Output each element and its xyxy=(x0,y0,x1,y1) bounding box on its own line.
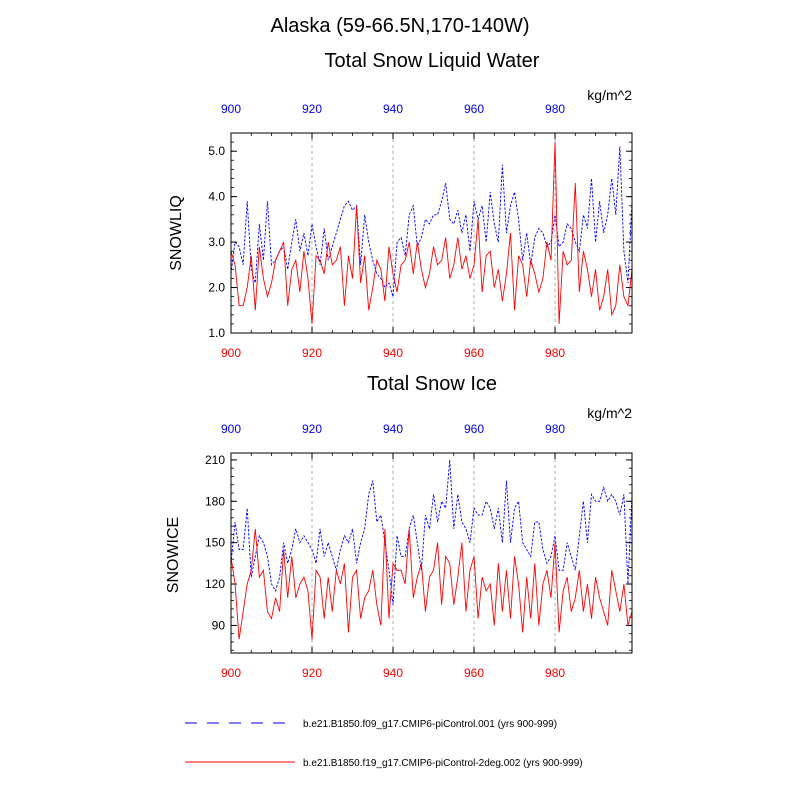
y-tick-label: 120 xyxy=(205,577,225,591)
panel-title: Total Snow Ice xyxy=(367,373,497,395)
x-tick-label-bottom: 940 xyxy=(383,346,403,360)
panel-snowliq: Total Snow Liquid Water kg/m^2 SNOWLIQ 1… xyxy=(168,50,633,360)
y-tick-label: 4.0 xyxy=(208,190,225,204)
legend: b.e21.B1850.f09_g17.CMIP6-piControl.001 … xyxy=(185,719,583,769)
y-tick-label: 3.0 xyxy=(208,235,225,249)
y-tick-label: 90 xyxy=(212,618,226,632)
legend-label-series-a: b.e21.B1850.f09_g17.CMIP6-piControl.001 … xyxy=(303,719,557,730)
y-tick-label: 2.0 xyxy=(208,281,225,295)
units-label: kg/m^2 xyxy=(587,87,632,103)
plot-area-snowice: 90 120 150 180 210 900 900 920 920 940 940 960 960 98… xyxy=(205,422,633,680)
plot-area-snowliq: 1.0 2.0 3.0 4.0 5.0 900 900 920 920 940 940 960 960 9… xyxy=(208,102,633,360)
x-tick-label-top: 940 xyxy=(383,422,403,436)
series-line-a xyxy=(230,459,633,605)
x-tick-label-bottom: 920 xyxy=(302,346,322,360)
x-tick-label-top: 900 xyxy=(221,422,241,436)
figure-title: Alaska (59-66.5N,170-140W) xyxy=(270,15,529,37)
x-tick-label-bottom: 900 xyxy=(221,346,241,360)
x-tick-label-bottom: 980 xyxy=(545,346,565,360)
y-tick-label: 210 xyxy=(205,453,225,467)
plot-frame xyxy=(230,132,633,334)
x-tick-label-top: 960 xyxy=(464,102,484,116)
x-tick-label-top: 920 xyxy=(302,422,322,436)
x-tick-label-top: 920 xyxy=(302,102,322,116)
x-tick-label-bottom: 920 xyxy=(302,666,322,680)
y-tick-label: 1.0 xyxy=(208,326,225,340)
x-tick-label-top: 900 xyxy=(221,102,241,116)
x-tick-label-top: 960 xyxy=(464,422,484,436)
y-tick-label: 180 xyxy=(205,494,225,508)
y-axis-label: SNOWLIQ xyxy=(168,195,185,271)
x-tick-label-top: 940 xyxy=(383,102,403,116)
legend-label-series-b: b.e21.B1850.f19_g17.CMIP6-piControl-2deg… xyxy=(303,758,583,769)
x-tick-label-top: 980 xyxy=(545,102,565,116)
x-tick-label-bottom: 960 xyxy=(464,346,484,360)
x-tick-label-bottom: 960 xyxy=(464,666,484,680)
panel-snowice: Total Snow Ice kg/m^2 SNOWICE 90 120 150 18… xyxy=(165,373,633,680)
panel-title: Total Snow Liquid Water xyxy=(325,50,540,72)
y-axis-label: SNOWICE xyxy=(165,517,182,593)
series-line-b xyxy=(230,142,633,324)
x-tick-label-bottom: 940 xyxy=(383,666,403,680)
y-tick-label: 150 xyxy=(205,536,225,550)
units-label: kg/m^2 xyxy=(587,405,632,421)
series-line-a xyxy=(230,146,633,297)
series-line-b xyxy=(230,528,633,640)
x-tick-label-bottom: 980 xyxy=(545,666,565,680)
plot-frame xyxy=(230,452,633,654)
x-tick-label-top: 980 xyxy=(545,422,565,436)
x-tick-label-bottom: 900 xyxy=(221,666,241,680)
y-tick-label: 5.0 xyxy=(208,144,225,158)
